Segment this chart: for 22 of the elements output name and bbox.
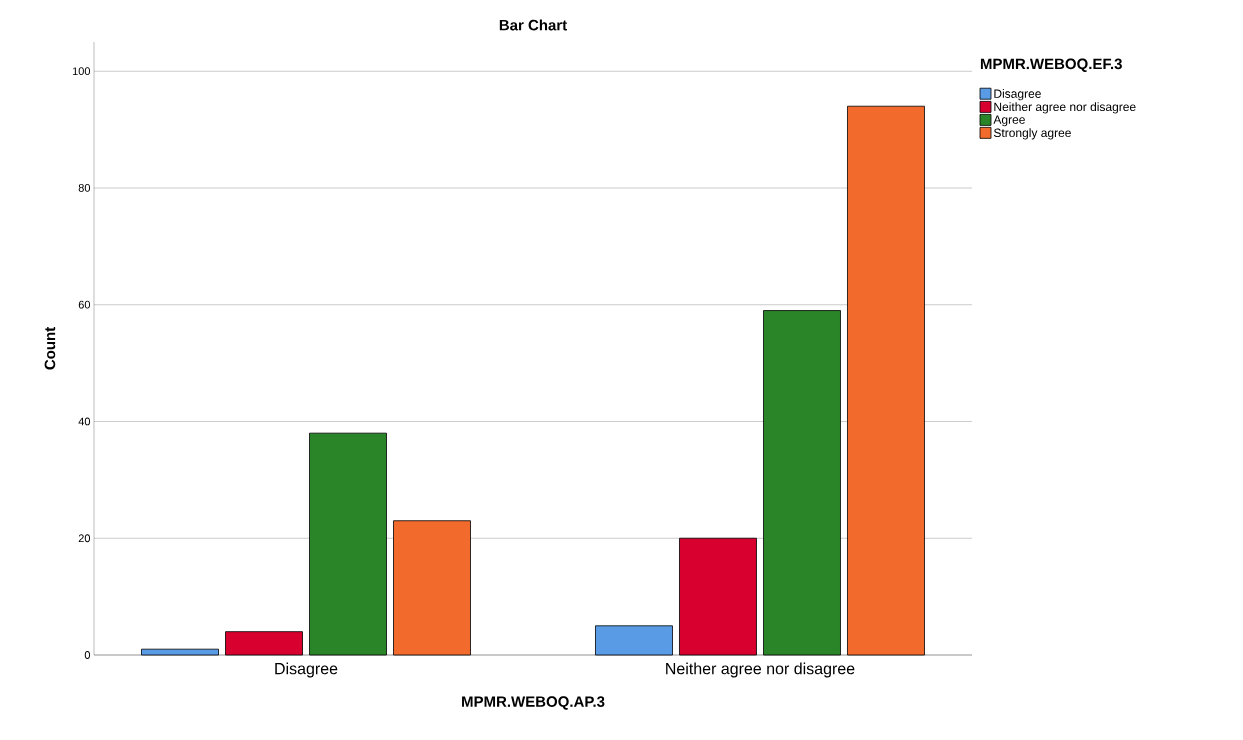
bar: [847, 105, 925, 656]
y-tick-label: 0: [84, 651, 91, 659]
bar: [393, 520, 471, 656]
bar: [309, 432, 387, 656]
bar: [679, 537, 757, 656]
x-axis-title: MPMR.WEBOQ.AP.3: [462, 696, 605, 710]
legend-label: Agree: [993, 115, 1025, 127]
bar: [763, 310, 841, 656]
legend-label: Disagree: [994, 89, 1041, 101]
legend-title: MPMR.WEBOQ.EF.3: [980, 58, 1122, 72]
legend-label: Strongly agree: [993, 128, 1071, 140]
y-tick-label: 40: [78, 417, 91, 426]
y-tick-label: 80: [78, 184, 91, 192]
y-axis-title: Count: [44, 327, 56, 370]
y-tick-label: 100: [72, 67, 91, 76]
chart-title: Bar Chart: [499, 19, 567, 31]
bar: [595, 625, 673, 656]
y-tick-label: 60: [78, 300, 91, 309]
bar: [225, 631, 303, 656]
bar: [141, 648, 219, 656]
y-tick-label: 20: [78, 534, 91, 543]
legend-label: Neither agree nor disagree: [994, 102, 1136, 114]
